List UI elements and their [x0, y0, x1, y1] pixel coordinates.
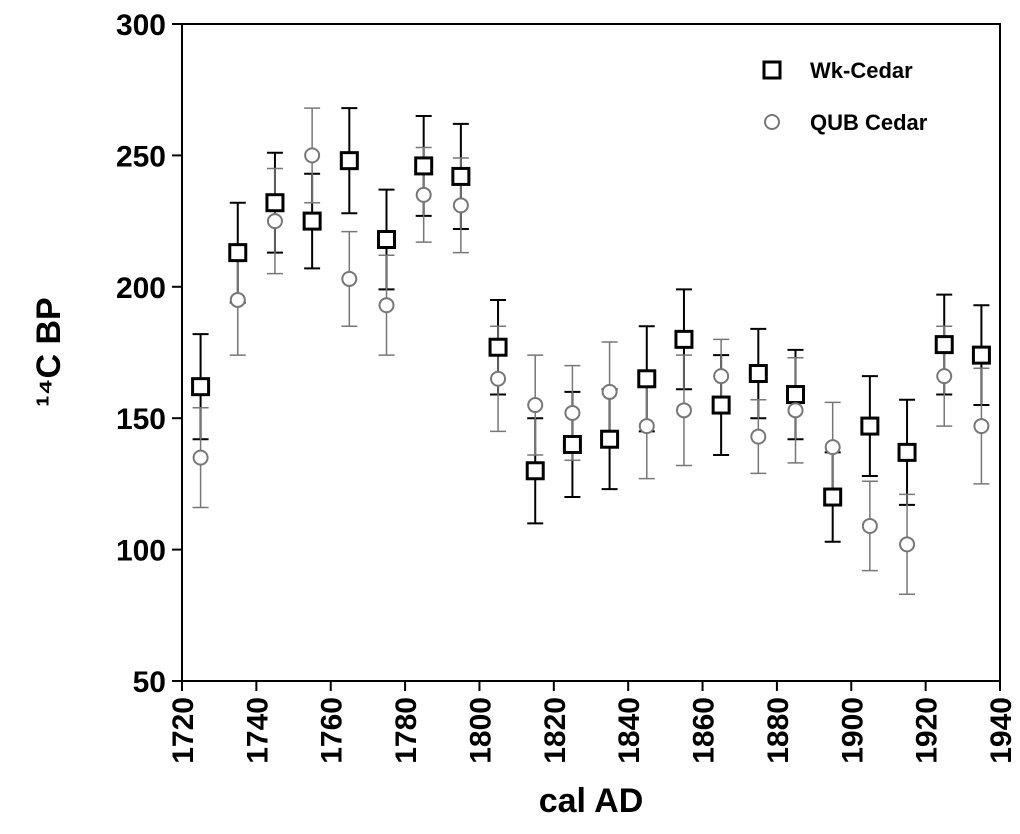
- y-tick-label: 100: [116, 535, 166, 568]
- legend-marker: [764, 114, 780, 130]
- point: [824, 439, 841, 456]
- point: [341, 270, 358, 287]
- point: [675, 402, 692, 419]
- point: [527, 397, 544, 414]
- point: [191, 377, 211, 397]
- point: [265, 193, 285, 213]
- point: [377, 229, 396, 249]
- x-tick-label: 1840: [613, 697, 646, 764]
- point: [415, 186, 432, 203]
- point: [562, 434, 582, 454]
- point: [861, 517, 878, 534]
- point: [750, 428, 767, 445]
- point: [786, 385, 805, 405]
- point: [525, 461, 545, 481]
- x-tick-label: 1860: [688, 697, 721, 764]
- y-tick-label: 300: [116, 9, 166, 42]
- point: [600, 429, 620, 449]
- plot-frame: [181, 23, 1001, 682]
- x-tick-label: 1900: [836, 697, 869, 764]
- point: [934, 335, 954, 355]
- point: [192, 449, 209, 466]
- legend-label: QUB Cedar: [810, 110, 928, 135]
- point: [229, 291, 246, 308]
- point: [823, 487, 843, 507]
- x-tick-label: 1940: [985, 697, 1018, 764]
- point: [601, 383, 618, 400]
- point: [414, 156, 434, 176]
- point: [266, 213, 283, 230]
- x-tick-label: 1720: [167, 697, 200, 764]
- y-tick-label: 50: [133, 666, 166, 699]
- y-tick-label: 150: [116, 403, 166, 436]
- point: [711, 395, 731, 415]
- point: [638, 418, 655, 435]
- point: [451, 166, 471, 186]
- y-tick-label: 250: [116, 140, 166, 173]
- x-tick-label: 1780: [390, 697, 423, 764]
- point: [973, 418, 990, 435]
- point: [304, 147, 321, 164]
- point: [936, 368, 953, 385]
- point: [971, 345, 991, 365]
- x-tick-label: 1880: [762, 697, 795, 764]
- point: [228, 243, 248, 263]
- point: [860, 416, 880, 436]
- x-tick-label: 1800: [464, 697, 497, 764]
- point: [897, 442, 917, 462]
- x-axis-label: cal AD: [539, 782, 644, 820]
- y-axis-label: ¹⁴C BP: [30, 297, 68, 406]
- point: [637, 369, 657, 389]
- x-tick-label: 1920: [911, 697, 944, 764]
- x-tick-label: 1740: [241, 697, 274, 764]
- point: [899, 536, 916, 553]
- point: [302, 211, 322, 231]
- point: [748, 364, 768, 384]
- legend-label: Wk-Cedar: [810, 58, 913, 83]
- x-tick-label: 1760: [316, 697, 349, 764]
- point: [378, 297, 395, 314]
- y-tick-label: 200: [116, 272, 166, 305]
- point: [564, 404, 581, 421]
- legend-marker: [762, 60, 782, 80]
- point: [339, 151, 359, 171]
- point: [488, 337, 508, 357]
- point: [713, 368, 730, 385]
- point: [490, 370, 507, 387]
- point: [452, 197, 469, 214]
- x-tick-label: 1820: [539, 697, 572, 764]
- point: [787, 402, 804, 419]
- point: [674, 329, 694, 349]
